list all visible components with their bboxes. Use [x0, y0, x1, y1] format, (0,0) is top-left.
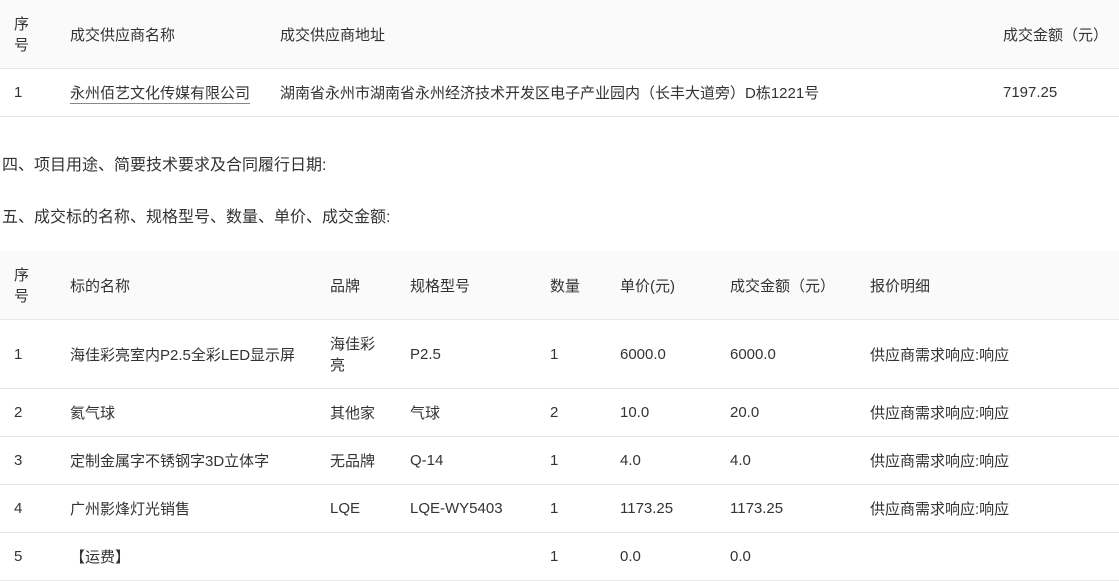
cell-qty: 1 [536, 437, 606, 485]
cell-supplier: 永州佰艺文化传媒有限公司 [56, 69, 266, 117]
cell-amount: 6000.0 [716, 320, 856, 389]
table-row: 2氦气球其他家气球210.020.0供应商需求响应:响应 [0, 389, 1119, 437]
items-table: 序号 标的名称 品牌 规格型号 数量 单价(元) 成交金额（元） 报价明细 1海… [0, 251, 1119, 581]
table-row: 1 永州佰艺文化传媒有限公司 湖南省永州市湖南省永州经济技术开发区电子产业园内（… [0, 69, 1119, 117]
table-row: 5【运费】10.00.0 [0, 533, 1119, 581]
cell-model: P2.5 [396, 320, 536, 389]
cell-unit: 4.0 [606, 437, 716, 485]
cell-amount: 4.0 [716, 437, 856, 485]
col-address: 成交供应商地址 [266, 0, 989, 69]
cell-detail: 供应商需求响应:响应 [856, 485, 1119, 533]
cell-model: 气球 [396, 389, 536, 437]
cell-no: 1 [0, 320, 56, 389]
table-row: 4广州影烽灯光销售LQELQE-WY540311173.251173.25供应商… [0, 485, 1119, 533]
col-unit: 单价(元) [606, 251, 716, 320]
cell-detail: 供应商需求响应:响应 [856, 320, 1119, 389]
cell-amount: 1173.25 [716, 485, 856, 533]
table-row: 3定制金属字不锈钢字3D立体字无品牌Q-1414.04.0供应商需求响应:响应 [0, 437, 1119, 485]
col-no: 序号 [0, 251, 56, 320]
cell-model: Q-14 [396, 437, 536, 485]
cell-name: 【运费】 [56, 533, 316, 581]
col-model: 规格型号 [396, 251, 536, 320]
cell-unit: 1173.25 [606, 485, 716, 533]
cell-brand: 无品牌 [316, 437, 396, 485]
cell-no: 5 [0, 533, 56, 581]
col-amount: 成交金额（元） [989, 0, 1119, 69]
cell-detail: 供应商需求响应:响应 [856, 389, 1119, 437]
table-row: 1海佳彩亮室内P2.5全彩LED显示屏海佳彩亮P2.516000.06000.0… [0, 320, 1119, 389]
col-detail: 报价明细 [856, 251, 1119, 320]
cell-unit: 0.0 [606, 533, 716, 581]
supplier-table: 序号 成交供应商名称 成交供应商地址 成交金额（元） 1 永州佰艺文化传媒有限公… [0, 0, 1119, 117]
cell-detail: 供应商需求响应:响应 [856, 437, 1119, 485]
col-name: 标的名称 [56, 251, 316, 320]
cell-qty: 1 [536, 320, 606, 389]
cell-detail [856, 533, 1119, 581]
cell-no: 2 [0, 389, 56, 437]
cell-name: 定制金属字不锈钢字3D立体字 [56, 437, 316, 485]
cell-qty: 2 [536, 389, 606, 437]
cell-no: 3 [0, 437, 56, 485]
section-4-title: 四、项目用途、简要技术要求及合同履行日期: [0, 151, 1119, 175]
supplier-link[interactable]: 永州佰艺文化传媒有限公司 [70, 85, 250, 104]
cell-brand: LQE [316, 485, 396, 533]
cell-brand [316, 533, 396, 581]
col-qty: 数量 [536, 251, 606, 320]
cell-unit: 10.0 [606, 389, 716, 437]
col-supplier: 成交供应商名称 [56, 0, 266, 69]
table-header-row: 序号 成交供应商名称 成交供应商地址 成交金额（元） [0, 0, 1119, 69]
cell-unit: 6000.0 [606, 320, 716, 389]
cell-name: 氦气球 [56, 389, 316, 437]
table-header-row: 序号 标的名称 品牌 规格型号 数量 单价(元) 成交金额（元） 报价明细 [0, 251, 1119, 320]
cell-qty: 1 [536, 533, 606, 581]
cell-brand: 其他家 [316, 389, 396, 437]
cell-name: 海佳彩亮室内P2.5全彩LED显示屏 [56, 320, 316, 389]
col-no: 序号 [0, 0, 56, 69]
cell-name: 广州影烽灯光销售 [56, 485, 316, 533]
section-5-title: 五、成交标的名称、规格型号、数量、单价、成交金额: [0, 203, 1119, 227]
col-amount: 成交金额（元） [716, 251, 856, 320]
cell-no: 1 [0, 69, 56, 117]
cell-no: 4 [0, 485, 56, 533]
cell-qty: 1 [536, 485, 606, 533]
cell-amount: 7197.25 [989, 69, 1119, 117]
cell-model [396, 533, 536, 581]
cell-address: 湖南省永州市湖南省永州经济技术开发区电子产业园内（长丰大道旁）D栋1221号 [266, 69, 989, 117]
cell-model: LQE-WY5403 [396, 485, 536, 533]
cell-amount: 20.0 [716, 389, 856, 437]
col-brand: 品牌 [316, 251, 396, 320]
cell-brand: 海佳彩亮 [316, 320, 396, 389]
cell-amount: 0.0 [716, 533, 856, 581]
